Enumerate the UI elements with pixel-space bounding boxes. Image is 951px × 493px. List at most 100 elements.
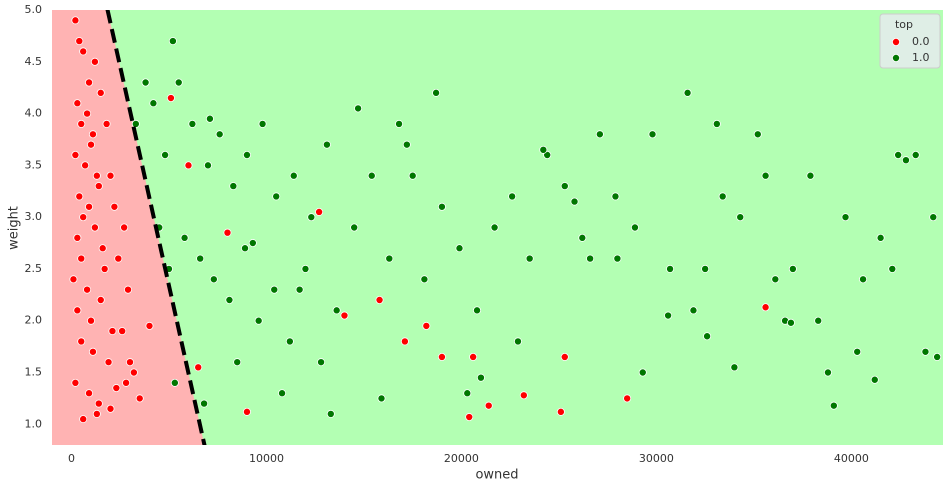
point: [75, 192, 84, 201]
point: [578, 233, 587, 242]
point: [145, 321, 154, 330]
point: [112, 384, 121, 393]
point: [69, 275, 78, 284]
point: [229, 182, 238, 191]
point: [771, 275, 780, 284]
point: [315, 207, 324, 216]
point: [254, 316, 263, 325]
point: [200, 399, 209, 408]
point: [209, 275, 218, 284]
legend-label: 1.0: [912, 51, 930, 64]
point: [161, 150, 170, 159]
point: [106, 404, 115, 413]
point: [484, 401, 493, 410]
point: [73, 99, 82, 108]
point: [94, 182, 103, 191]
point: [223, 228, 232, 237]
point: [180, 233, 189, 242]
point: [248, 239, 257, 248]
point: [326, 409, 335, 418]
point: [901, 156, 910, 165]
point: [465, 413, 474, 422]
point: [86, 316, 95, 325]
point: [120, 223, 129, 232]
point: [258, 119, 267, 128]
point: [215, 130, 224, 139]
point: [420, 275, 429, 284]
point: [701, 264, 710, 273]
point: [712, 119, 721, 128]
y-tick-label: 3.5: [25, 158, 43, 171]
point: [96, 295, 105, 304]
point: [90, 57, 99, 66]
point: [79, 47, 88, 56]
point: [703, 332, 712, 341]
point: [194, 363, 203, 372]
point: [683, 88, 692, 97]
point: [786, 318, 795, 327]
point: [90, 223, 99, 232]
point: [205, 114, 214, 123]
point: [79, 415, 88, 424]
point: [814, 316, 823, 325]
x-tick-label: 40000: [834, 452, 869, 465]
point: [184, 161, 193, 170]
point: [350, 223, 359, 232]
point: [135, 394, 144, 403]
y-tick-label: 2.5: [25, 262, 43, 275]
point: [88, 347, 97, 356]
legend-marker: [892, 38, 901, 47]
point: [71, 378, 80, 387]
point: [317, 358, 326, 367]
point: [73, 233, 82, 242]
point: [525, 254, 534, 263]
point: [196, 254, 205, 263]
point: [870, 375, 879, 384]
point: [560, 352, 569, 361]
decision-boundary: [105, 10, 207, 445]
point: [539, 145, 548, 154]
point: [118, 327, 127, 336]
point: [476, 373, 485, 382]
point: [761, 171, 770, 180]
point: [718, 192, 727, 201]
point: [340, 311, 349, 320]
point: [225, 295, 234, 304]
point: [75, 37, 84, 46]
point: [823, 368, 832, 377]
point: [377, 394, 386, 403]
point: [301, 264, 310, 273]
point: [463, 389, 472, 398]
point: [73, 306, 82, 315]
point: [166, 94, 175, 103]
point: [613, 254, 622, 263]
x-tick-label: 10000: [249, 452, 284, 465]
point: [519, 391, 528, 400]
point: [124, 285, 133, 294]
point: [77, 337, 86, 346]
point: [402, 140, 411, 149]
point: [168, 37, 177, 46]
point: [114, 254, 123, 263]
point: [911, 150, 920, 159]
point: [203, 161, 212, 170]
point: [664, 311, 673, 320]
point: [131, 119, 140, 128]
point: [278, 389, 287, 398]
point: [242, 150, 251, 159]
point: [289, 171, 298, 180]
point: [395, 119, 404, 128]
legend: top 0.0 1.0: [879, 13, 941, 69]
point: [400, 337, 409, 346]
point: [455, 244, 464, 253]
point: [595, 130, 604, 139]
point: [285, 337, 294, 346]
plot-area: [52, 10, 943, 445]
point: [83, 109, 92, 118]
point: [761, 303, 770, 312]
point: [806, 171, 815, 180]
point: [689, 306, 698, 315]
point: [829, 401, 838, 410]
point: [666, 264, 675, 273]
